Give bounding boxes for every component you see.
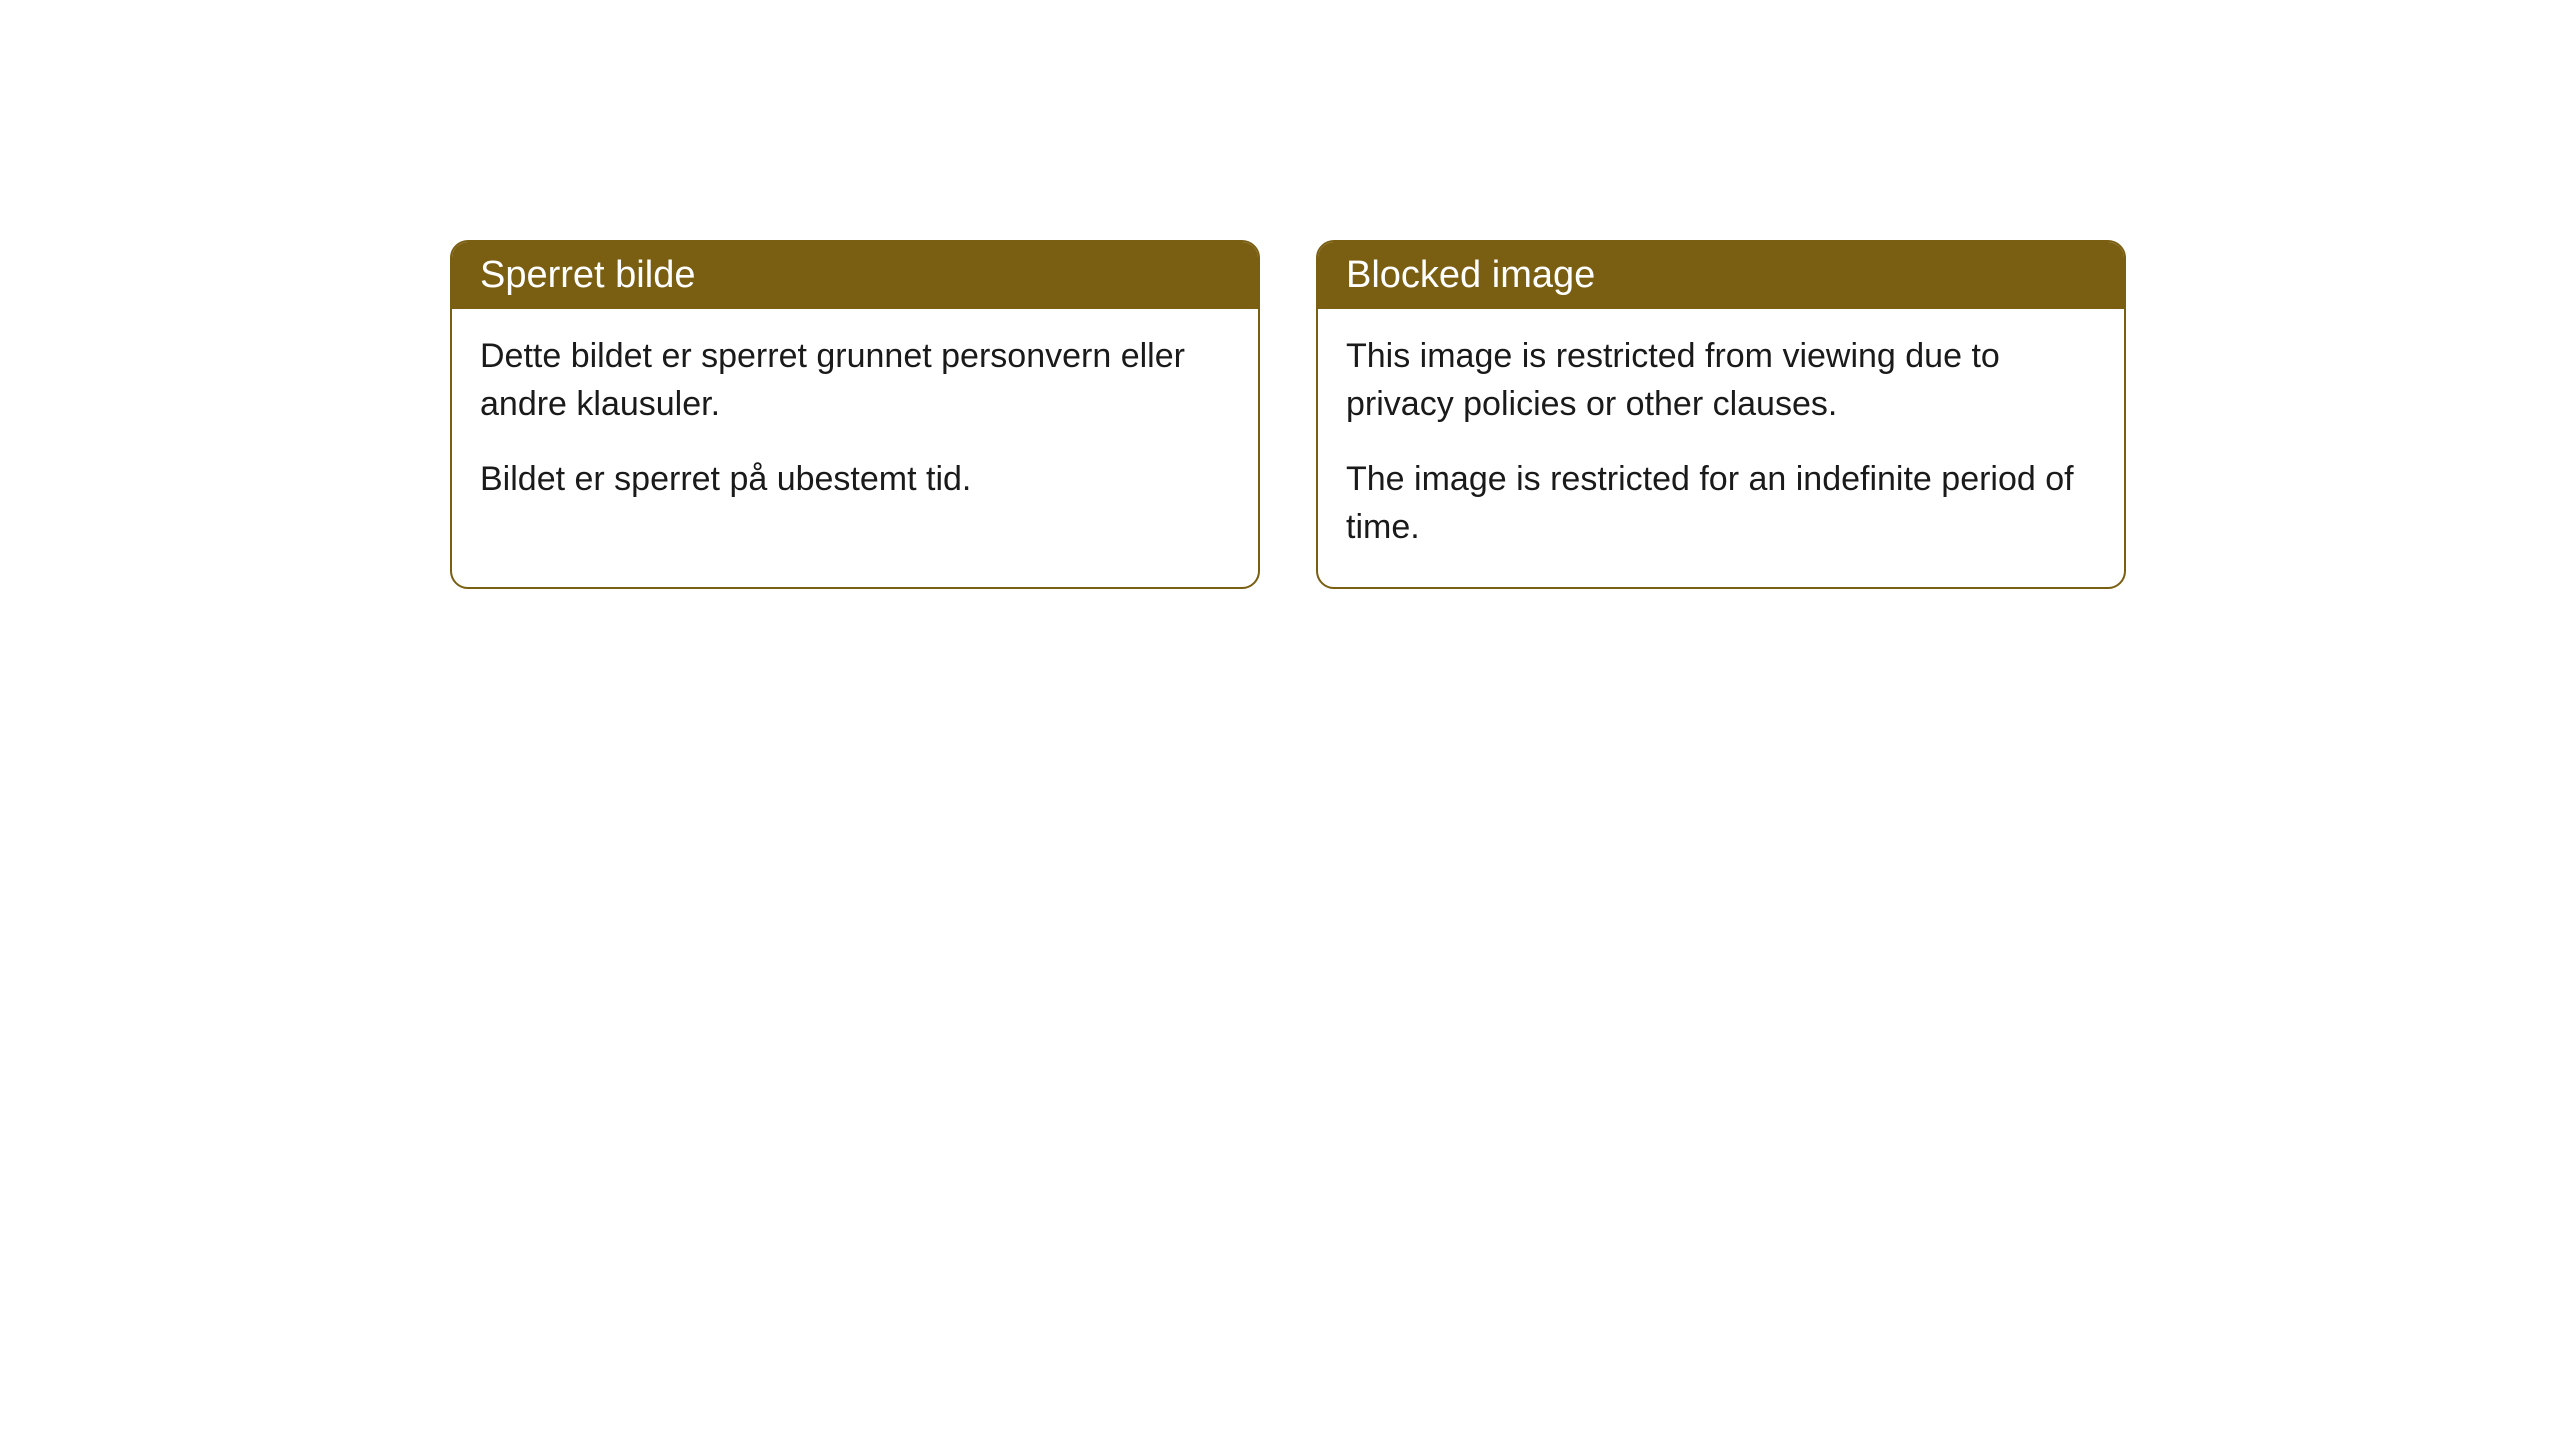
card-title-english: Blocked image [1346,254,1595,296]
card-paragraph-1-english: This image is restricted from viewing du… [1346,333,2096,428]
card-paragraph-1-norwegian: Dette bildet er sperret grunnet personve… [480,333,1230,428]
card-header-norwegian: Sperret bilde [452,242,1258,309]
card-title-norwegian: Sperret bilde [480,254,695,296]
cards-container: Sperret bilde Dette bildet er sperret gr… [0,0,2560,589]
card-paragraph-2-english: The image is restricted for an indefinit… [1346,456,2096,551]
card-paragraph-2-norwegian: Bildet er sperret på ubestemt tid. [480,456,1230,504]
card-header-english: Blocked image [1318,242,2124,309]
card-english: Blocked image This image is restricted f… [1316,240,2126,589]
card-body-norwegian: Dette bildet er sperret grunnet personve… [452,309,1258,540]
card-norwegian: Sperret bilde Dette bildet er sperret gr… [450,240,1260,589]
card-body-english: This image is restricted from viewing du… [1318,309,2124,587]
